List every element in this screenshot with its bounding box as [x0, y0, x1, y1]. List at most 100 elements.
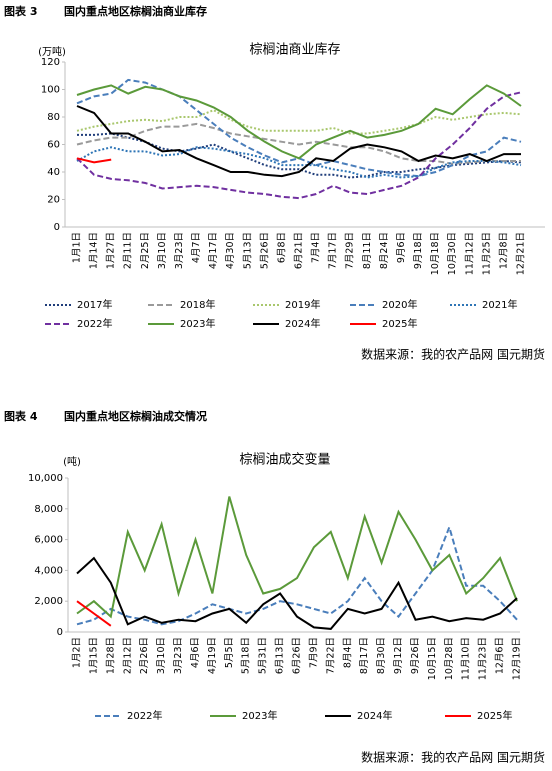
figure-caption: 国内重点地区棕榈油成交情况: [64, 409, 207, 423]
x-tick-label: 5月31日: [258, 637, 269, 674]
x-tick-label: 2月11日: [123, 232, 134, 269]
x-tick-label: 10月15日: [427, 637, 438, 680]
x-tick-label: 8月4日: [342, 637, 353, 668]
x-tick-label: 7月29日: [345, 232, 356, 269]
x-tick-label: 5月26日: [259, 232, 270, 269]
y-tick-label: 40: [47, 167, 60, 178]
x-tick-label: 1月15日: [88, 637, 99, 674]
x-tick-label: 9月26日: [410, 637, 421, 674]
series-line: [76, 556, 518, 630]
x-tick-label: 3月10日: [157, 232, 168, 269]
source-note: 数据来源：我的农产品网 国元期货: [361, 347, 545, 362]
x-tick-label: 4月30日: [225, 232, 236, 269]
x-tick-label: 12月6日: [495, 637, 506, 674]
series-line: [76, 84, 522, 160]
legend-label: 2023年: [180, 317, 215, 330]
legend-label: 2020年: [382, 298, 417, 311]
x-tick-label: 8月17日: [359, 637, 370, 674]
x-tick-label: 4月7日: [191, 232, 202, 263]
x-tick-label: 8月11日: [362, 232, 373, 269]
y-tick-label: 4,000: [34, 565, 63, 576]
x-tick-label: 1月14日: [89, 232, 100, 269]
series-line: [76, 524, 518, 626]
y-tick-label: 120: [41, 57, 60, 68]
figure-label: 图表 3: [4, 4, 37, 18]
legend-label: 2022年: [127, 709, 162, 722]
x-tick-label: 2月26日: [139, 637, 150, 674]
series-line: [76, 122, 521, 165]
chart-title: 棕榈油成交变量: [239, 452, 330, 468]
legend-label: 2025年: [477, 709, 512, 722]
y-tick-label: 2,000: [34, 596, 63, 607]
legend-label: 2024年: [285, 317, 320, 330]
series-line: [76, 600, 112, 627]
x-tick-label: 5月13日: [242, 232, 253, 269]
source-note: 数据来源：我的农产品网 国元期货: [361, 750, 545, 765]
x-tick-label: 11月25日: [481, 232, 492, 275]
x-tick-label: 3月23日: [173, 637, 184, 674]
x-tick-label: 7月17日: [328, 232, 339, 269]
x-tick-label: 6月21日: [294, 232, 305, 269]
figure-label: 图表 4: [4, 409, 38, 423]
y-tick-label: 6,000: [34, 535, 63, 546]
y-axis-label: (吨): [63, 455, 81, 468]
x-tick-label: 7月22日: [325, 637, 336, 674]
series-line: [76, 496, 518, 619]
x-tick-label: 1月1日: [72, 232, 83, 263]
series-line: [76, 105, 521, 178]
legend-label: 2018年: [180, 298, 215, 311]
x-tick-label: 6月26日: [292, 637, 303, 674]
legend-label: 2025年: [382, 317, 417, 330]
x-tick-label: 2月25日: [140, 232, 151, 269]
x-tick-label: 5月5日: [224, 637, 235, 668]
y-tick-label: 0: [57, 627, 63, 638]
legend-label: 2021年: [482, 298, 517, 311]
y-tick-label: 20: [47, 195, 60, 206]
x-tick-label: 6月13日: [275, 637, 286, 674]
x-tick-label: 11月12日: [464, 232, 475, 275]
x-tick-label: 9月12日: [393, 637, 404, 674]
y-tick-label: 10,000: [28, 473, 63, 484]
x-tick-label: 2月12日: [122, 637, 133, 674]
legend-label: 2019年: [285, 298, 320, 311]
x-tick-label: 12月19日: [512, 637, 523, 680]
x-tick-label: 1月28日: [105, 637, 116, 674]
x-tick-label: 10月18日: [430, 232, 441, 275]
x-tick-label: 9月18日: [413, 232, 424, 269]
x-tick-label: 7月9日: [308, 637, 319, 668]
x-tick-label: 12月8日: [498, 232, 509, 269]
x-tick-label: 10月28日: [444, 637, 455, 680]
legend-label: 2023年: [242, 709, 277, 722]
x-tick-label: 6月8日: [276, 232, 287, 263]
y-tick-label: 8,000: [34, 504, 63, 515]
y-tick-label: 0: [54, 222, 60, 233]
x-tick-label: 7月4日: [311, 232, 322, 263]
x-tick-label: 1月27日: [106, 232, 117, 269]
x-tick-label: 9月6日: [396, 232, 407, 263]
x-tick-label: 11月10日: [461, 637, 472, 680]
y-tick-label: 80: [47, 112, 60, 123]
series-line: [76, 146, 522, 179]
x-tick-label: 4月6日: [190, 637, 201, 668]
x-tick-label: 4月17日: [208, 232, 219, 269]
x-tick-label: 3月10日: [156, 637, 167, 674]
x-tick-label: 10月30日: [447, 232, 458, 275]
x-tick-label: 11月23日: [478, 637, 489, 680]
x-tick-label: 3月23日: [174, 232, 185, 269]
x-tick-label: 12月21日: [516, 232, 527, 275]
legend-label: 2017年: [77, 298, 112, 311]
x-tick-label: 8月30日: [376, 637, 387, 674]
y-tick-label: 100: [41, 85, 60, 96]
x-tick-label: 1月2日: [72, 637, 83, 668]
series-line: [76, 108, 522, 135]
y-axis-label: (万吨): [38, 45, 66, 58]
series-line: [77, 132, 522, 179]
series-line: [76, 157, 112, 164]
x-tick-label: 5月18日: [241, 637, 252, 674]
legend-label: 2022年: [77, 317, 112, 330]
x-tick-label: 8月24日: [379, 232, 390, 269]
figure-caption: 国内重点地区棕榈油商业库存: [64, 4, 207, 18]
x-tick-label: 4月19日: [207, 637, 218, 674]
